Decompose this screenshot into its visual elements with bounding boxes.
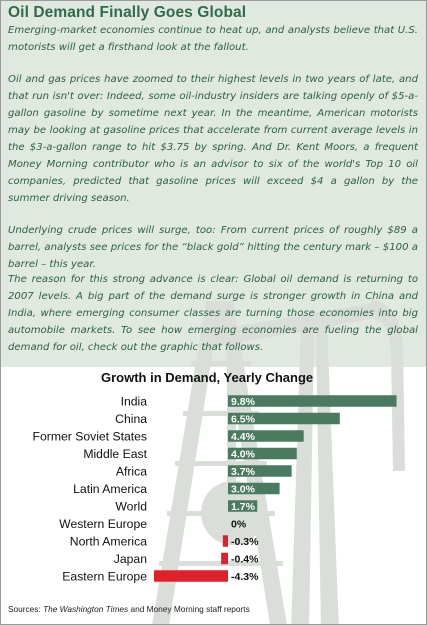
bar [154, 570, 228, 582]
article-title: Oil Demand Finally Goes Global [8, 4, 247, 21]
bar [228, 465, 292, 477]
source-prefix: Sources: [8, 604, 44, 614]
bar [228, 430, 304, 442]
value-label: 4.0% [231, 449, 256, 461]
value-label: 1.7% [231, 501, 256, 513]
value-label: 0% [231, 519, 247, 531]
bar [228, 500, 258, 512]
category-label: Japan [114, 552, 147, 566]
category-label: Former Soviet States [33, 430, 147, 444]
value-label: 3.0% [231, 484, 256, 496]
value-label: 9.8% [231, 396, 256, 408]
category-label: Eastern Europe [62, 570, 147, 584]
value-label: 6.5% [231, 414, 256, 426]
bar [221, 552, 228, 565]
demand-growth-bar-chart: India 9.8% China 6.5% Former Soviet States 4.… [33, 395, 397, 584]
article-paragraph: The reason for this strong advance is cl… [8, 274, 418, 353]
value-label: -0.3% [231, 536, 259, 548]
category-label: Western Europe [59, 517, 147, 531]
value-label: 3.7% [231, 466, 256, 478]
category-label: China [115, 412, 147, 426]
category-label: Middle East [83, 447, 147, 461]
article-paragraph: Underlying crude prices will surge, too:… [8, 225, 418, 270]
bar [228, 412, 340, 425]
value-label: -4.3% [231, 571, 259, 583]
article-paragraph: Emerging-market economies continue to he… [8, 25, 418, 53]
source-suffix: and Money Morning staff reports [128, 604, 250, 614]
source-credit: Sources: The Washington Times and Money … [8, 604, 250, 614]
category-label: North America [70, 535, 147, 549]
bar [228, 395, 397, 407]
category-label: Latin America [73, 482, 147, 496]
chart-title: Growth in Demand, Yearly Change [101, 370, 314, 385]
bar [228, 447, 297, 460]
value-label: -0.4% [231, 554, 259, 566]
article-paragraph: Oil and gas prices have zoomed to their … [8, 74, 418, 204]
source-publication: The Washington Times [43, 604, 129, 614]
bar [222, 535, 228, 547]
category-label: World [115, 500, 147, 514]
value-label: 4.4% [231, 431, 256, 443]
bar [228, 482, 280, 495]
category-label: India [121, 395, 148, 409]
category-label: Africa [116, 465, 147, 479]
